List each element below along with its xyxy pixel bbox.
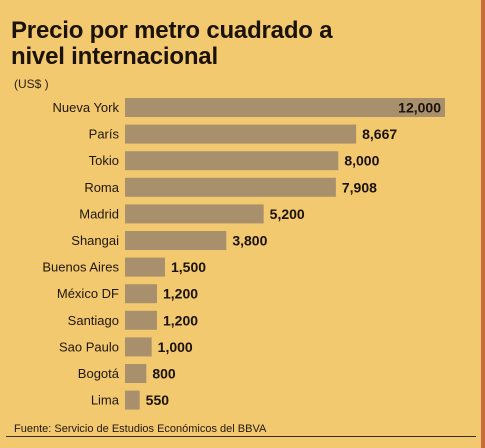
category-label: Santiago (68, 313, 119, 328)
bar (125, 177, 336, 197)
value-label: 8,000 (344, 153, 379, 169)
category-label: Buenos Aires (42, 260, 119, 275)
value-label: 550 (146, 392, 170, 408)
bar (125, 257, 165, 277)
bar (125, 310, 157, 330)
value-label: 1,000 (158, 339, 193, 355)
bar (125, 364, 147, 383)
bar (125, 231, 227, 250)
value-label: 5,200 (270, 206, 305, 222)
category-label: Bogotá (78, 366, 120, 381)
bar (125, 390, 140, 410)
bar (125, 151, 339, 171)
category-label: Lima (91, 393, 120, 408)
category-label: Madrid (79, 206, 119, 221)
category-label: Tokio (89, 153, 119, 168)
bar (125, 337, 152, 357)
source-note: Fuente: Servicio de Estudios Económicos … (14, 423, 267, 435)
value-label: 1,200 (163, 312, 198, 328)
category-label: México DF (57, 286, 119, 301)
value-label: 3,800 (232, 233, 267, 249)
value-label: 1,500 (171, 259, 206, 275)
category-label: Roma (84, 180, 119, 195)
chart-title: Precio por metro cuadrado a nivel intern… (11, 17, 333, 70)
page-edge (481, 0, 485, 448)
value-label: 12,000 (398, 100, 441, 116)
value-label: 7,908 (342, 179, 377, 195)
bar (125, 284, 157, 304)
bar (125, 124, 357, 144)
category-label: París (89, 127, 120, 142)
source-rule (6, 436, 476, 437)
unit-label: (US$ ) (14, 77, 49, 91)
bar (125, 98, 445, 117)
category-label: Shangai (71, 233, 119, 248)
value-label: 1,200 (163, 286, 198, 302)
category-label: Nueva York (53, 100, 120, 115)
value-label: 8,667 (362, 126, 397, 142)
value-label: 800 (152, 366, 176, 382)
bar (125, 204, 264, 224)
category-label: Sao Paulo (59, 339, 119, 354)
